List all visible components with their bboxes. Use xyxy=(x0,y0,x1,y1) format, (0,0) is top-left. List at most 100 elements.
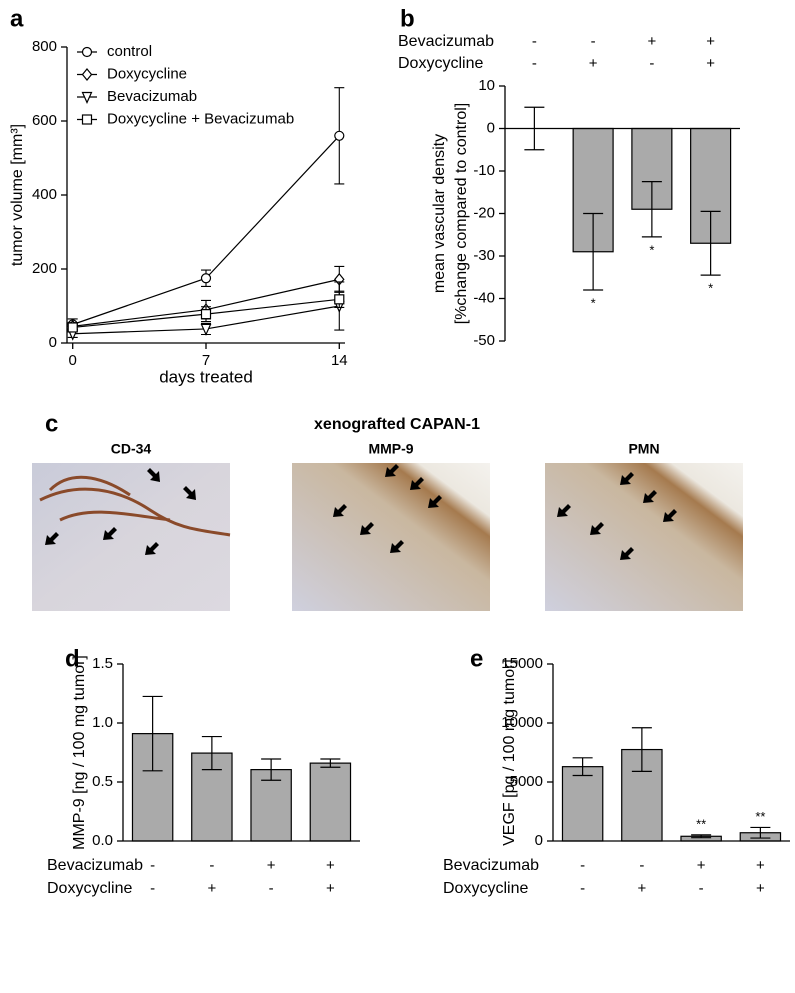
micrograph xyxy=(545,463,743,611)
condition-sign: - xyxy=(532,55,537,72)
y-tick-label: 10000 xyxy=(501,714,543,731)
condition-sign: - xyxy=(209,857,214,874)
condition-sign: + xyxy=(267,857,276,874)
panel-title: xenografted CAPAN-1 xyxy=(314,416,480,433)
y-tick-label: -10 xyxy=(473,162,495,179)
y-axis-label: VEGF [pg / 100 mg tumor] xyxy=(501,659,518,846)
y-tick-label: -20 xyxy=(473,204,495,221)
y-tick-label: 600 xyxy=(32,112,57,129)
condition-sign: - xyxy=(150,880,155,897)
panel-label: a xyxy=(10,5,24,32)
marker xyxy=(200,309,212,320)
y-tick-label: 1.0 xyxy=(92,714,113,731)
condition-sign: + xyxy=(647,33,656,50)
condition-name: Bevacizumab xyxy=(443,857,539,874)
bar xyxy=(309,762,352,842)
error-bar xyxy=(572,757,593,777)
marker xyxy=(81,46,93,58)
y-tick-label: 0.0 xyxy=(92,832,113,849)
error-bar xyxy=(641,181,662,238)
condition-sign: - xyxy=(639,857,644,874)
marker xyxy=(81,91,93,104)
marker xyxy=(334,130,345,141)
marker xyxy=(81,114,93,125)
marker xyxy=(200,323,212,336)
y-tick-label: 10 xyxy=(478,77,495,94)
condition-name: Doxycycline xyxy=(398,55,483,72)
y-tick-label: -30 xyxy=(473,247,495,264)
panel-label: e xyxy=(470,645,483,672)
y-tick-label: 5000 xyxy=(510,773,543,790)
condition-sign: - xyxy=(269,880,274,897)
significance-label: * xyxy=(591,295,596,310)
y-axis-label: tumor volume [mm³] xyxy=(9,124,26,266)
condition-sign: + xyxy=(706,55,715,72)
image-label: CD-34 xyxy=(111,441,152,457)
y-tick-label: 0 xyxy=(487,119,495,136)
image-label: PMN xyxy=(628,441,659,457)
y-tick-label: 0 xyxy=(49,334,57,351)
image-label: MMP-9 xyxy=(368,441,413,457)
panel-label: c xyxy=(45,410,58,437)
y-tick-label: 0.5 xyxy=(92,773,113,790)
x-tick-label: 7 xyxy=(202,352,210,369)
panel-label: d xyxy=(65,645,80,672)
x-tick-label: 14 xyxy=(331,352,348,369)
condition-sign: + xyxy=(637,880,646,897)
y-tick-label: 15000 xyxy=(501,655,543,672)
condition-sign: - xyxy=(532,33,537,50)
arrows xyxy=(45,464,677,560)
condition-sign: + xyxy=(756,880,765,897)
significance-label: ** xyxy=(755,809,765,824)
y-axis-label: [%change compared to control] xyxy=(453,103,470,324)
condition-sign: - xyxy=(699,880,704,897)
condition-name: Doxycycline xyxy=(443,880,528,897)
condition-sign: - xyxy=(580,857,585,874)
error-bar xyxy=(201,735,222,771)
significance-label: * xyxy=(708,281,713,296)
y-tick-label: -50 xyxy=(473,332,495,349)
marker xyxy=(200,273,212,284)
condition-sign: - xyxy=(150,857,155,874)
error-bar xyxy=(261,758,282,781)
condition-name: Doxycycline xyxy=(47,880,132,897)
panel-label: b xyxy=(400,5,415,32)
error-bar xyxy=(320,758,341,768)
condition-name: Bevacizumab xyxy=(398,33,494,50)
condition-name: Bevacizumab xyxy=(47,857,143,874)
condition-sign: - xyxy=(649,55,654,72)
error-bar xyxy=(631,727,652,772)
y-tick-label: 200 xyxy=(32,260,57,277)
condition-sign: + xyxy=(697,857,706,874)
condition-sign: - xyxy=(580,880,585,897)
y-axis-label: MMP-9 [ng / 100 mg tumor] xyxy=(71,655,88,850)
error-bar xyxy=(750,826,771,839)
error-bar xyxy=(142,695,163,772)
condition-sign: + xyxy=(756,857,765,874)
marker xyxy=(334,294,345,305)
legend-label: Doxycycline xyxy=(107,65,187,82)
micrograph xyxy=(292,463,490,611)
y-tick-label: 0 xyxy=(535,832,543,849)
y-tick-label: 400 xyxy=(32,186,57,203)
condition-sign: + xyxy=(706,33,715,50)
condition-sign: + xyxy=(589,55,598,72)
legend-label: control xyxy=(107,43,152,60)
marker xyxy=(67,322,78,333)
x-axis-label: days treated xyxy=(159,367,253,386)
y-tick-label: 1.5 xyxy=(92,655,113,672)
micrograph xyxy=(32,463,230,611)
legend-label: Bevacizumab xyxy=(107,88,197,105)
error-bar xyxy=(583,212,604,291)
line xyxy=(72,135,340,326)
error-bar xyxy=(691,834,712,839)
error-bar xyxy=(700,210,721,276)
y-axis-label: mean vascular density xyxy=(431,134,448,293)
y-tick-label: -40 xyxy=(473,289,495,306)
significance-label: ** xyxy=(696,816,706,831)
panel-c: c xenografted CAPAN-1 CD-34 MMP-9 PMN xyxy=(32,410,743,611)
legend-label: Doxycycline + Bevacizumab xyxy=(107,110,294,127)
condition-sign: + xyxy=(326,857,335,874)
condition-sign: + xyxy=(326,880,335,897)
condition-sign: + xyxy=(207,880,216,897)
